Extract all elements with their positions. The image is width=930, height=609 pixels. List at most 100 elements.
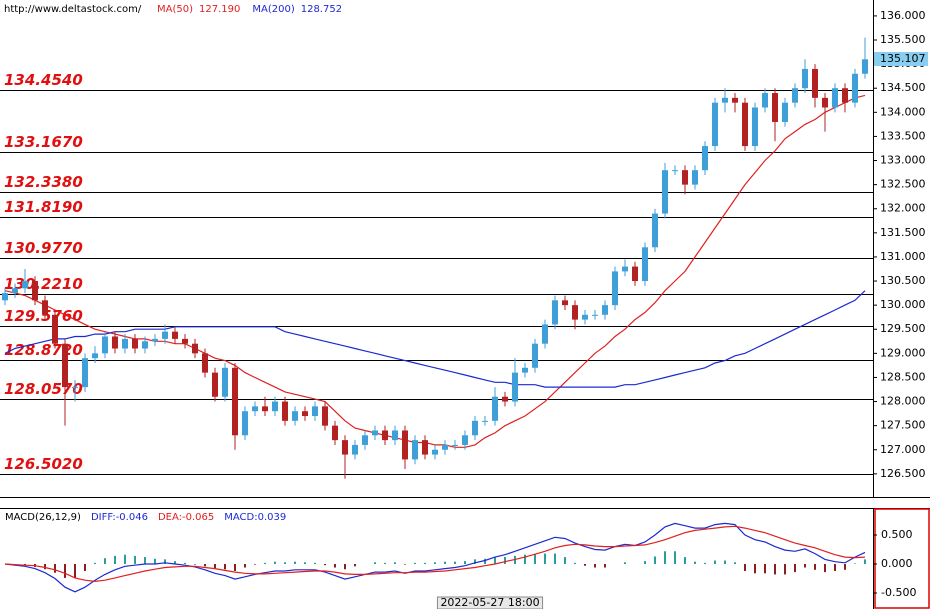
y-tick-label: 132.500 — [880, 178, 926, 191]
ma-legend-name: MA(200) — [252, 4, 294, 15]
candle-body — [772, 93, 778, 122]
macd-title: MACD(26,12,9) — [5, 512, 81, 523]
candle-body — [112, 336, 118, 349]
candle-body — [482, 420, 488, 422]
level-label: 130.2210 — [4, 275, 83, 293]
candle-body — [692, 170, 698, 185]
candle-body — [182, 338, 188, 344]
candle-body — [382, 430, 388, 441]
candle-body — [122, 338, 128, 349]
candle-body — [722, 97, 728, 103]
candle-body — [22, 281, 28, 289]
level-label: 131.8190 — [4, 198, 83, 216]
y-tick-label: 129.000 — [880, 346, 926, 359]
candle-body — [802, 68, 808, 89]
candle-body — [212, 372, 218, 397]
candle-body — [632, 266, 638, 282]
candle-body — [282, 401, 288, 421]
candle-body — [822, 97, 828, 108]
y-tick-label: 134.000 — [880, 105, 926, 118]
y-tick-label: 130.500 — [880, 274, 926, 287]
cursor-date-label: 2022-05-27 18:00 — [440, 596, 539, 609]
candle-body — [12, 288, 18, 294]
candle-body — [642, 247, 648, 282]
y-tick-label: 0.500 — [881, 528, 913, 541]
y-tick-label: 126.500 — [880, 467, 926, 480]
ma-line — [4, 94, 866, 448]
candle-body — [192, 343, 198, 354]
candle-body — [402, 430, 408, 460]
macd-stat: MACD:0.039 — [224, 512, 286, 523]
level-label: 130.9770 — [4, 239, 83, 257]
candle-body — [242, 411, 248, 436]
candle-body — [82, 358, 88, 388]
candle-body — [532, 343, 538, 368]
y-tick-label: 132.000 — [880, 202, 926, 215]
macd-line — [4, 522, 866, 593]
candle-body — [602, 305, 608, 315]
candle-body — [612, 271, 618, 306]
cursor-date-box — [436, 596, 544, 609]
candle-body — [742, 102, 748, 147]
candle-body — [522, 367, 528, 373]
y-tick-label: -0.500 — [881, 586, 916, 599]
y-tick-label: 128.500 — [880, 370, 926, 383]
candle-body — [592, 314, 598, 316]
y-tick-label: 133.000 — [880, 154, 926, 167]
candle-body — [92, 353, 98, 359]
candle-body — [302, 411, 308, 417]
y-tick-label: 134.500 — [880, 81, 926, 94]
y-tick-label: 0.000 — [881, 557, 913, 570]
candle-body — [852, 73, 858, 103]
candle-body — [812, 68, 818, 98]
candle-body — [412, 440, 418, 460]
candle-body — [222, 367, 228, 397]
y-tick-label: 135.500 — [880, 33, 926, 46]
level-label: 129.5760 — [4, 307, 83, 325]
candle-body — [312, 406, 318, 417]
ma-legend-value: 128.752 — [301, 4, 342, 15]
candle-body — [362, 435, 368, 445]
y-tick-label: 127.500 — [880, 419, 926, 432]
candle-body — [262, 406, 268, 412]
candle-body — [152, 338, 158, 342]
candle-body — [32, 281, 38, 301]
last-price-box — [874, 51, 928, 66]
candle-body — [432, 449, 438, 455]
candle-body — [72, 387, 78, 389]
candle-body — [542, 324, 548, 344]
candle-body — [392, 430, 398, 441]
last-price-label: 135.107 — [880, 52, 926, 65]
candle-body — [332, 425, 338, 441]
level-label: 128.8720 — [4, 341, 83, 359]
y-tick-label: 127.000 — [880, 443, 926, 456]
candle-body — [442, 444, 448, 450]
candle-body — [662, 170, 668, 214]
level-label: 128.0570 — [4, 380, 83, 398]
ma-legend-name: MA(50) — [157, 4, 193, 15]
y-tick-label: 131.500 — [880, 226, 926, 239]
candle-body — [62, 343, 68, 388]
candle-body — [132, 338, 138, 349]
candle-body — [582, 314, 588, 320]
macd-stat: DIFF:-0.046 — [91, 512, 148, 523]
candle-body — [142, 341, 148, 349]
y-tick-label: 133.500 — [880, 129, 926, 142]
candle-body — [792, 88, 798, 103]
candle-body — [752, 107, 758, 147]
candle-body — [512, 372, 518, 402]
candle-body — [462, 435, 468, 445]
y-tick-label: 131.000 — [880, 250, 926, 263]
candle-body — [372, 430, 378, 436]
candle-body — [552, 300, 558, 325]
candle-body — [342, 440, 348, 455]
y-tick-label: 129.500 — [880, 322, 926, 335]
candle-body — [762, 93, 768, 108]
candle-body — [832, 88, 838, 108]
candle-body — [162, 331, 168, 339]
level-label: 132.3380 — [4, 173, 83, 191]
candle-body — [232, 367, 238, 436]
source-url: http://www.deltastock.com/ — [4, 4, 142, 15]
candle-body — [562, 300, 568, 306]
candle-body — [272, 401, 278, 412]
